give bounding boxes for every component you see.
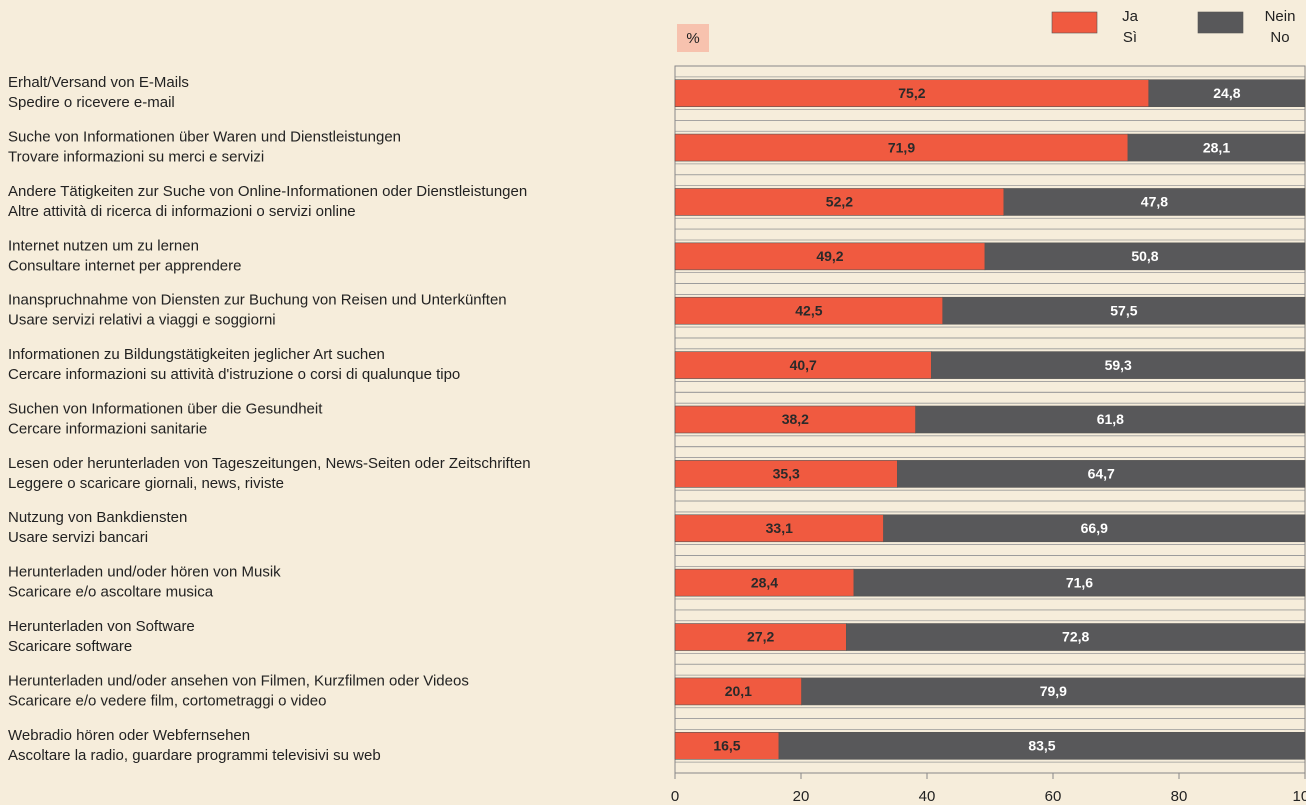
value-label: 27,2 (747, 629, 774, 645)
x-tick-label: 0 (671, 788, 679, 805)
value-label: 71,9 (888, 139, 915, 155)
category-label: Usare servizi relativi a viaggi e soggio… (8, 312, 276, 329)
value-label: 57,5 (1110, 302, 1137, 318)
value-label: 38,2 (782, 411, 809, 427)
unit-label: % (686, 30, 699, 47)
value-label: 50,8 (1131, 248, 1158, 264)
value-label: 16,5 (713, 738, 740, 754)
bar-segment (883, 514, 1306, 543)
category-label: Suchen von Informationen über die Gesund… (8, 400, 323, 417)
bar-segment (674, 623, 847, 651)
legend-label: No (1270, 29, 1289, 46)
category-label: Scaricare e/o ascoltare musica (8, 584, 214, 601)
category-label: Altre attività di ricerca di informazion… (8, 203, 356, 220)
bar-segment (1127, 133, 1306, 162)
category-label: Lesen oder herunterladen von Tageszeitun… (8, 455, 531, 472)
legend-label: Nein (1265, 8, 1296, 25)
legend-label: Sì (1123, 29, 1137, 46)
x-tick-label: 20 (793, 788, 810, 805)
legend-swatch (1051, 11, 1098, 34)
bar-segment (931, 351, 1306, 379)
legend-label: Ja (1122, 8, 1139, 25)
category-label: Leggere o scaricare giornali, news, rivi… (8, 475, 284, 492)
category-label: Trovare informazioni su merci e servizi (8, 149, 264, 166)
value-label: 28,1 (1203, 139, 1230, 155)
bar-segment (942, 296, 1306, 325)
bar-segment (674, 296, 944, 325)
category-label: Ascoltare la radio, guardare programmi t… (8, 747, 381, 764)
value-label: 61,8 (1097, 411, 1124, 427)
bar-segment (674, 568, 855, 597)
value-label: 42,5 (795, 302, 822, 318)
value-label: 33,1 (766, 520, 793, 536)
category-label: Andere Tätigkeiten zur Suche von Online-… (8, 183, 527, 200)
value-label: 72,8 (1062, 629, 1089, 645)
bar-segment (1148, 79, 1306, 107)
bar-segment (853, 568, 1306, 597)
x-tick-label: 80 (1171, 788, 1188, 805)
value-label: 79,9 (1040, 683, 1067, 699)
category-label: Erhalt/Versand von E-Mails (8, 74, 189, 91)
value-label: 64,7 (1088, 466, 1115, 482)
category-label: Informationen zu Bildungstätigkeiten jeg… (8, 346, 385, 363)
category-label: Scaricare e/o vedere film, cortometraggi… (8, 692, 326, 709)
value-label: 20,1 (725, 683, 752, 699)
category-label: Herunterladen und/oder hören von Musik (8, 564, 281, 581)
bar-segment (674, 351, 932, 379)
unit-box (677, 24, 709, 52)
category-label: Webradio hören oder Webfernsehen (8, 727, 250, 744)
category-label: Spedire o ricevere e-mail (8, 94, 175, 111)
category-label: Herunterladen und/oder ansehen von Filme… (8, 672, 469, 689)
value-label: 28,4 (751, 574, 778, 590)
category-label: Suche von Informationen über Waren und D… (8, 129, 401, 146)
category-label: Herunterladen von Software (8, 618, 195, 635)
bar-segment (915, 405, 1306, 434)
x-tick-label: 60 (1045, 788, 1062, 805)
value-label: 49,2 (816, 248, 843, 264)
bar-segment (801, 677, 1306, 706)
bar-segment (897, 460, 1306, 488)
category-label: Cercare informazioni su attività d'istru… (8, 366, 460, 383)
category-label: Inanspruchnahme von Diensten zur Buchung… (8, 292, 507, 309)
category-label: Nutzung von Bankdiensten (8, 509, 187, 526)
value-label: 40,7 (790, 357, 817, 373)
bar-segment (674, 188, 1005, 216)
value-label: 24,8 (1213, 85, 1240, 101)
bar-segment (778, 732, 1306, 760)
bar-segment (674, 677, 802, 706)
x-tick-label: 40 (919, 788, 936, 805)
value-label: 35,3 (773, 466, 800, 482)
bar-segment (984, 242, 1306, 271)
bar-segment (674, 460, 898, 488)
value-label: 52,2 (826, 194, 853, 210)
category-label: Scaricare software (8, 638, 132, 655)
x-tick-label: 100 (1292, 788, 1306, 805)
value-label: 83,5 (1028, 738, 1055, 754)
bar-segment (1003, 188, 1306, 216)
bar-segment (674, 514, 884, 543)
bar-segment (674, 242, 986, 271)
category-label: Consultare internet per apprendere (8, 257, 241, 274)
bar-segment (846, 623, 1306, 651)
category-label: Usare servizi bancari (8, 529, 148, 546)
value-label: 66,9 (1081, 520, 1108, 536)
bar-segment (674, 405, 916, 434)
legend-swatch (1197, 11, 1244, 34)
category-label: Internet nutzen um zu lernen (8, 237, 199, 254)
value-label: 75,2 (898, 85, 925, 101)
value-label: 47,8 (1141, 194, 1168, 210)
value-label: 71,6 (1066, 574, 1093, 590)
value-label: 59,3 (1105, 357, 1132, 373)
category-label: Cercare informazioni sanitarie (8, 420, 207, 437)
